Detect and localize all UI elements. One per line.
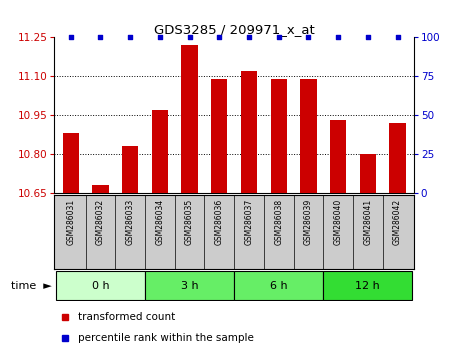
Text: GSM286042: GSM286042 [393, 198, 402, 245]
Bar [389, 123, 406, 193]
Point [216, 34, 223, 40]
Text: GSM286038: GSM286038 [274, 198, 283, 245]
Bar [300, 79, 316, 193]
Point [126, 34, 134, 40]
Point [186, 34, 193, 40]
Text: GSM286041: GSM286041 [363, 198, 372, 245]
Text: GSM286032: GSM286032 [96, 198, 105, 245]
Text: GSM286036: GSM286036 [215, 198, 224, 245]
Bar [211, 79, 228, 193]
Bar [330, 120, 346, 193]
Bar [92, 185, 109, 193]
Text: 6 h: 6 h [270, 281, 288, 291]
Point [394, 34, 401, 40]
Bar [122, 146, 138, 193]
Text: 3 h: 3 h [181, 281, 198, 291]
FancyBboxPatch shape [234, 272, 323, 300]
FancyBboxPatch shape [323, 272, 412, 300]
FancyBboxPatch shape [145, 272, 234, 300]
Title: GDS3285 / 209971_x_at: GDS3285 / 209971_x_at [154, 23, 315, 36]
Text: percentile rank within the sample: percentile rank within the sample [78, 332, 254, 343]
Point [156, 34, 164, 40]
Point [364, 34, 372, 40]
Text: GSM286031: GSM286031 [66, 198, 75, 245]
Point [96, 34, 104, 40]
Point [275, 34, 282, 40]
Point [305, 34, 312, 40]
Point [334, 34, 342, 40]
Text: time  ►: time ► [11, 281, 52, 291]
Point [245, 34, 253, 40]
Bar [62, 133, 79, 193]
Bar [182, 45, 198, 193]
Text: GSM286034: GSM286034 [155, 198, 164, 245]
Bar [241, 71, 257, 193]
Text: GSM286040: GSM286040 [333, 198, 342, 245]
Text: 0 h: 0 h [92, 281, 109, 291]
Text: GSM286035: GSM286035 [185, 198, 194, 245]
FancyBboxPatch shape [56, 272, 145, 300]
Text: GSM286037: GSM286037 [245, 198, 254, 245]
Text: GSM286039: GSM286039 [304, 198, 313, 245]
Text: transformed count: transformed count [78, 312, 175, 322]
Bar [271, 79, 287, 193]
Text: 12 h: 12 h [355, 281, 380, 291]
Bar [359, 154, 376, 193]
Bar [152, 110, 168, 193]
Point [67, 34, 75, 40]
Text: GSM286033: GSM286033 [126, 198, 135, 245]
